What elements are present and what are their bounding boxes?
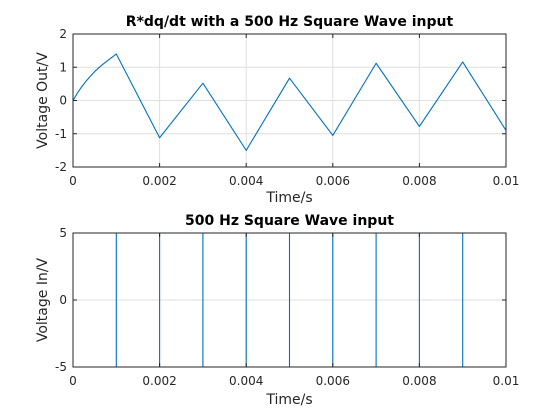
x-tick-label: 0.01 xyxy=(493,374,520,388)
plot-voltage-out: 0 0.002 0.004 0.006 0.008 0.01 -2 -1 0 1 2 R*dq/dt … xyxy=(35,14,519,206)
x-tick-label: 0 xyxy=(69,374,77,388)
y-tick-label: 2 xyxy=(59,27,67,41)
x-tick-label: 0.006 xyxy=(316,374,350,388)
y-tick-label: -2 xyxy=(55,160,67,174)
y-axis-label: Voltage In/V xyxy=(35,257,51,342)
x-tick-label: 0.008 xyxy=(402,374,436,388)
x-tick-label: 0.006 xyxy=(316,174,350,188)
y-tick-label: 5 xyxy=(59,226,67,240)
y-tick-label: -1 xyxy=(55,127,67,141)
y-tick-label: 1 xyxy=(59,60,67,74)
chart-title: R*dq/dt with a 500 Hz Square Wave input xyxy=(126,14,454,30)
y-tick-label: -5 xyxy=(55,360,67,374)
x-tick-label: 0.008 xyxy=(402,174,436,188)
x-tick-label: 0.004 xyxy=(229,174,263,188)
chart-title: 500 Hz Square Wave input xyxy=(185,213,394,229)
y-tick-label: 0 xyxy=(59,293,67,307)
x-tick-label: 0 xyxy=(69,174,77,188)
y-axis-label: Voltage Out/V xyxy=(35,52,51,149)
x-tick-label: 0.002 xyxy=(142,374,176,388)
y-tick-label: 0 xyxy=(59,94,67,108)
x-tick-label: 0.004 xyxy=(229,374,263,388)
x-axis-label: Time/s xyxy=(265,392,312,408)
x-tick-label: 0.002 xyxy=(142,174,176,188)
x-tick-label: 0.01 xyxy=(493,174,520,188)
x-axis-label: Time/s xyxy=(265,190,312,206)
